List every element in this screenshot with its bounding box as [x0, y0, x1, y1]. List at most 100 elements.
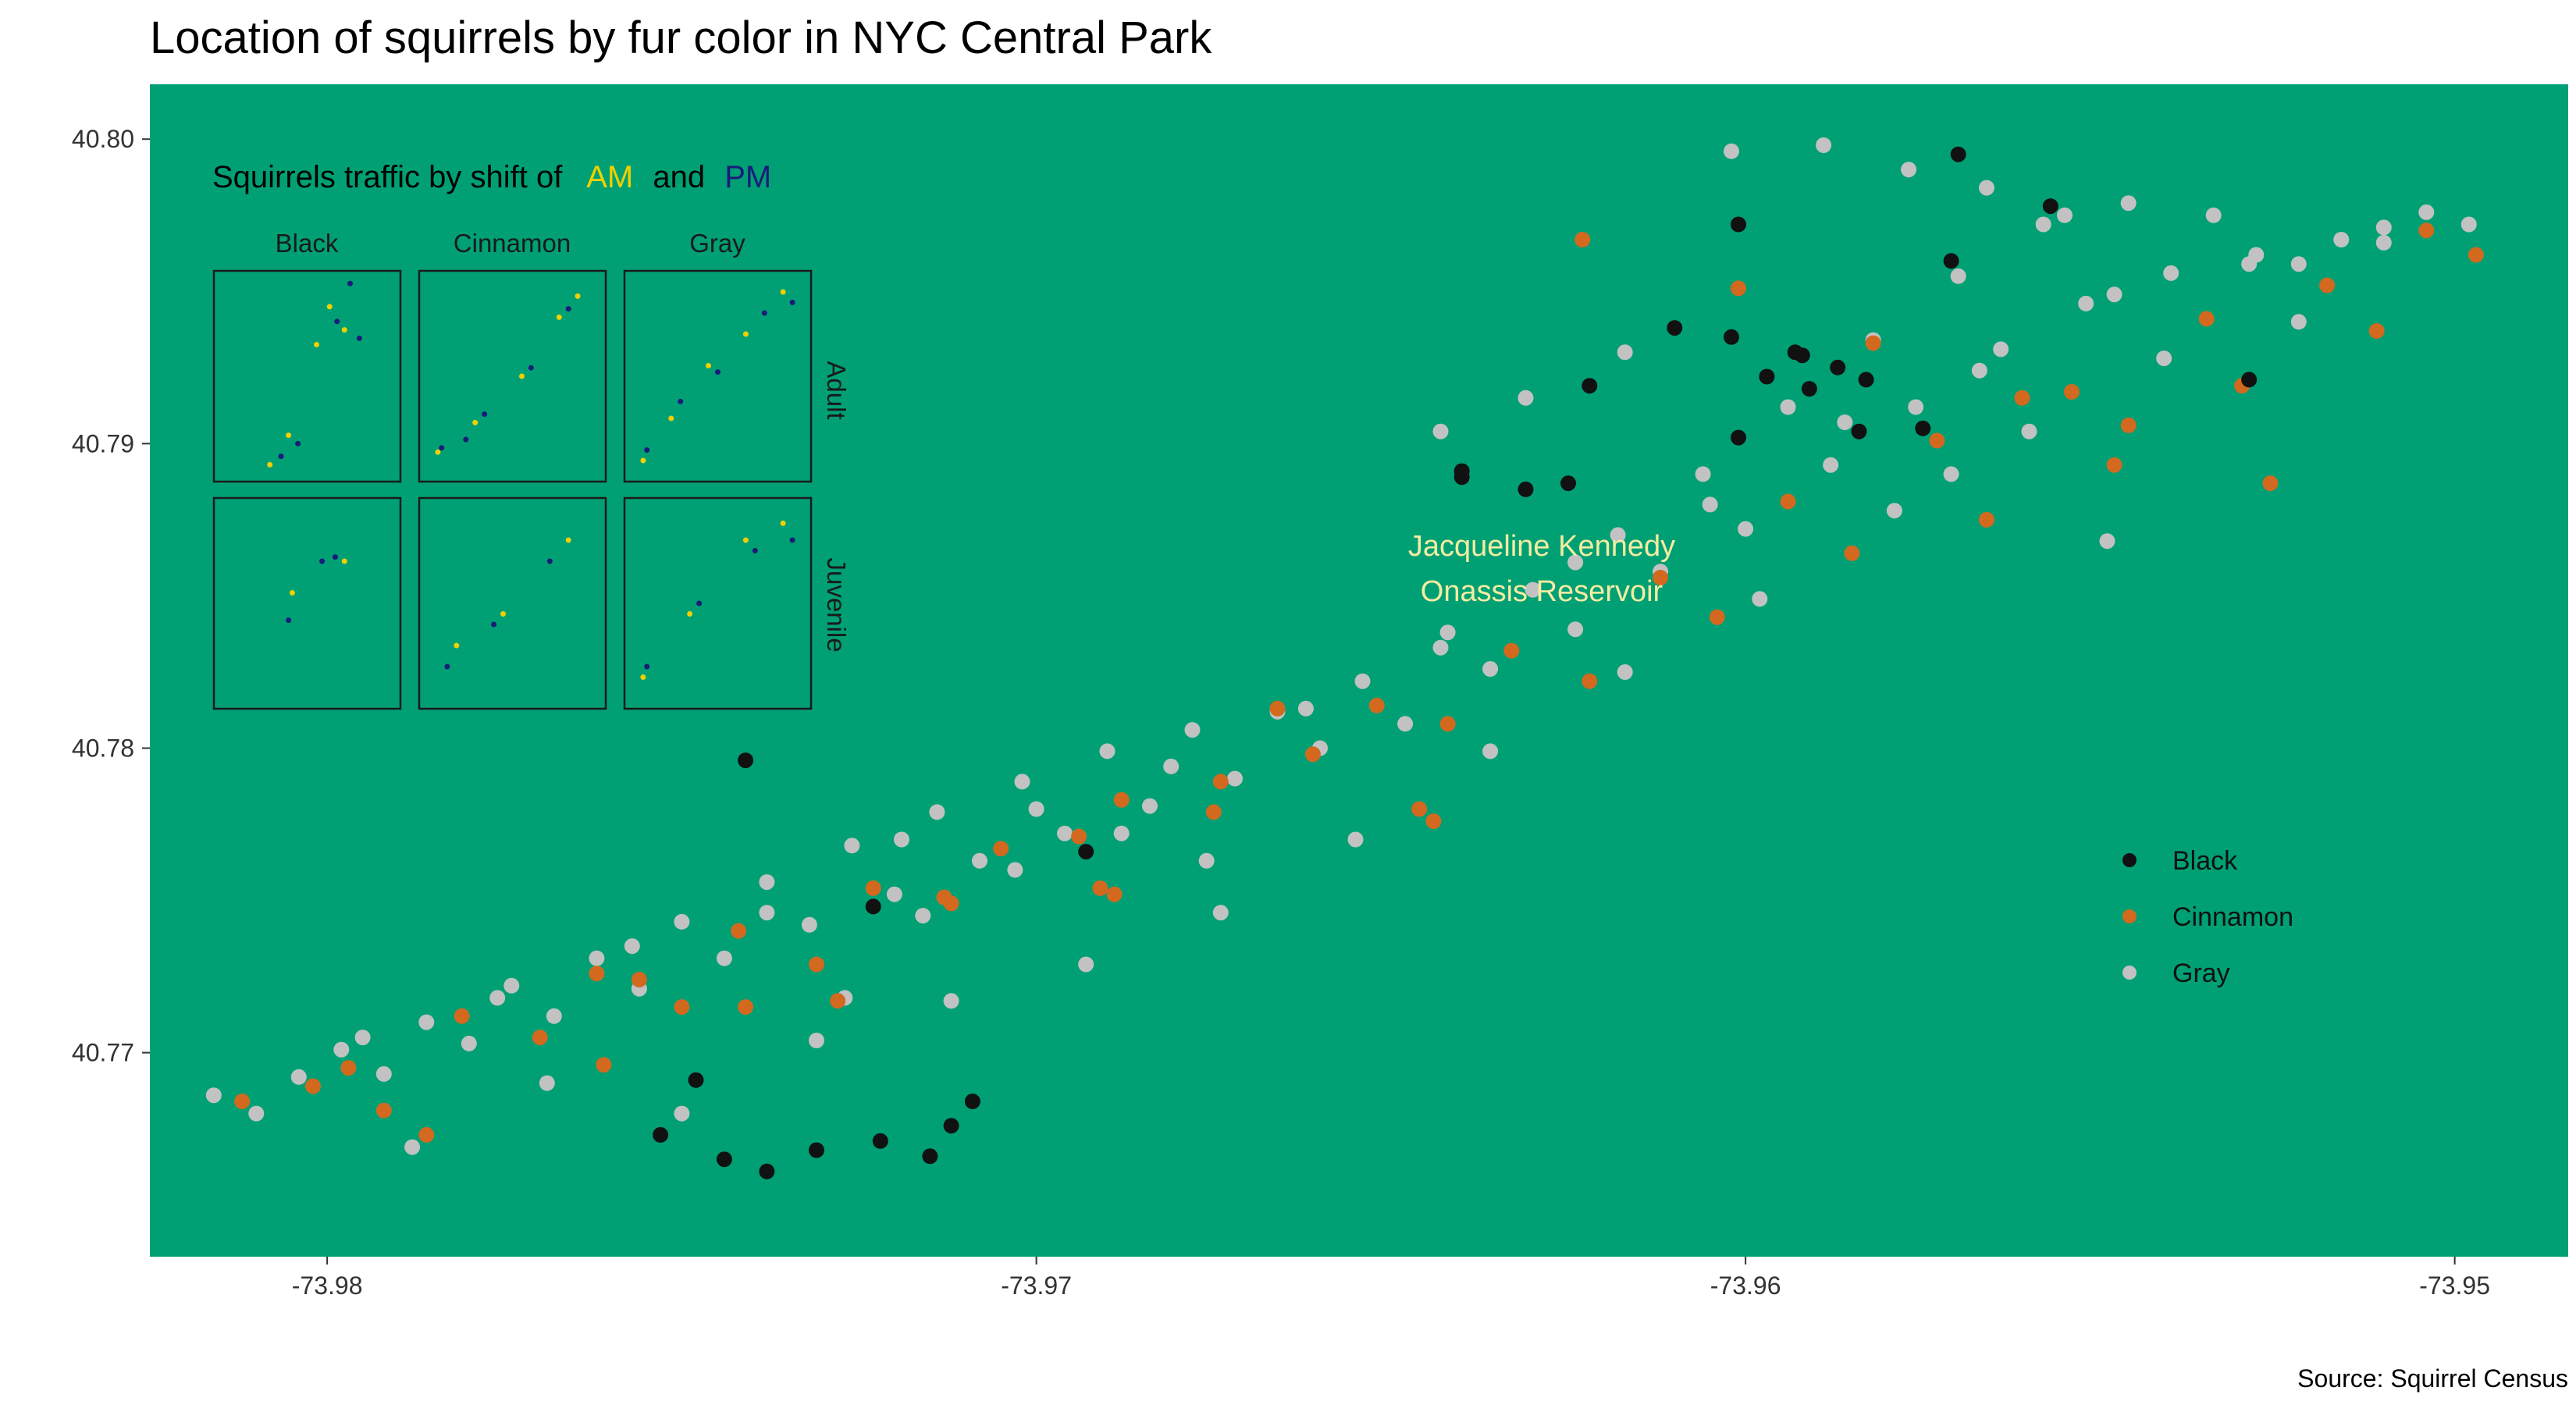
point-gray [2057, 207, 2073, 223]
point-cinnamon [1071, 828, 1087, 845]
point-gray [290, 1069, 307, 1085]
point-gray [1979, 180, 1994, 196]
point-gray [1702, 496, 1718, 513]
point-gray [539, 1075, 555, 1091]
inset-panel-cinnamon-juvenile [418, 496, 607, 710]
point-cinnamon [2014, 389, 2030, 406]
point-cinnamon [2262, 475, 2279, 492]
point-gray [2241, 256, 2258, 272]
point-black [1851, 423, 1867, 439]
inset-point-pm [334, 318, 340, 325]
inset-point-am [556, 314, 562, 320]
point-gray [1567, 621, 1584, 638]
point-black [1731, 216, 1746, 233]
inset-point-pm [286, 617, 292, 624]
point-cinnamon [993, 841, 1009, 857]
point-black [1943, 253, 1959, 269]
point-black [1582, 378, 1598, 394]
point-cinnamon [2368, 323, 2385, 339]
point-gray [2021, 423, 2037, 439]
point-cinnamon [2198, 311, 2215, 327]
point-gray [2078, 295, 2094, 311]
inset-title: Squirrels traffic by shift of AM and PM [212, 160, 771, 194]
point-black [1950, 146, 1966, 162]
point-gray [2333, 232, 2350, 247]
point-cinnamon [1844, 545, 1860, 561]
inset-point-pm [444, 663, 450, 670]
point-black [1794, 347, 1810, 364]
point-gray [1617, 344, 1633, 361]
point-gray [1028, 801, 1044, 817]
inset-point-am [780, 289, 786, 295]
inset-point-pm [644, 447, 650, 453]
inset-point-pm [761, 310, 767, 316]
inset-point-am [286, 432, 292, 439]
inset-point-pm [347, 280, 353, 286]
point-gray [1142, 798, 1158, 814]
inset-point-pm [491, 621, 497, 628]
point-gray [546, 1008, 562, 1024]
x-tick-label: -73.98 [292, 1272, 363, 1300]
point-gray [1227, 770, 1243, 787]
inset-title-pm: PM [724, 160, 771, 194]
inset-point-am [472, 419, 479, 425]
point-gray [1078, 956, 1094, 973]
point-gray [716, 950, 732, 966]
point-cinnamon [375, 1102, 392, 1119]
inset-point-pm [319, 558, 326, 564]
point-cinnamon [532, 1030, 548, 1046]
point-gray [1908, 399, 1924, 415]
point-black [1915, 420, 1931, 436]
point-gray [1432, 423, 1449, 439]
y-tick-label: 40.78 [72, 734, 134, 762]
inset-point-pm [546, 558, 553, 564]
point-gray [1943, 466, 1959, 482]
point-gray [759, 905, 775, 921]
x-tick-label: -73.95 [2419, 1272, 2490, 1300]
point-cinnamon [234, 1094, 251, 1109]
inset-point-am [314, 342, 319, 347]
point-gray [418, 1014, 435, 1030]
point-gray [2106, 286, 2122, 303]
legend-label-cinnamon: Cinnamon [2172, 902, 2293, 932]
legend-key-gray [2122, 966, 2137, 980]
point-gray [1482, 661, 1499, 677]
inset-panels [212, 269, 813, 710]
point-gray [503, 977, 520, 994]
legend-key-black [2122, 853, 2137, 867]
point-cinnamon [1304, 746, 1321, 763]
point-cinnamon [738, 999, 754, 1016]
point-gray [943, 993, 959, 1009]
point-gray [1432, 639, 1449, 656]
inset-point-pm [439, 445, 445, 451]
inset-point-am [454, 642, 460, 649]
inset-point-am [742, 537, 749, 543]
reservoir-annotation: Jacqueline Kennedy Onassis Reservoir [1408, 530, 1675, 608]
legend: Black Cinnamon Gray [2122, 846, 2293, 988]
x-axis: -73.98 -73.97 -73.96 -73.95 [292, 1257, 2490, 1300]
point-gray [1057, 825, 1073, 841]
inset-point-am [267, 461, 273, 468]
point-gray [1354, 673, 1371, 689]
inset-point-am [500, 611, 506, 617]
inset-point-am [640, 674, 646, 680]
point-gray [624, 938, 640, 955]
point-gray [2120, 195, 2137, 212]
point-gray [1971, 362, 1987, 379]
inset-point-pm [696, 600, 703, 606]
point-gray [1525, 582, 1541, 598]
inset-point-am [668, 415, 674, 422]
point-cinnamon [2106, 457, 2122, 473]
point-gray [1482, 743, 1499, 759]
data-points [205, 137, 2484, 1179]
point-gray [1297, 700, 1314, 717]
inset-panel-cinnamon-adult [418, 269, 607, 483]
point-cinnamon [1106, 886, 1123, 902]
point-gray [1823, 457, 1839, 473]
inset-point-am [640, 457, 646, 464]
point-black [943, 1118, 959, 1134]
point-cinnamon [2120, 417, 2137, 433]
point-cinnamon [589, 966, 605, 982]
point-gray [759, 874, 775, 891]
inset-point-pm [356, 335, 362, 341]
